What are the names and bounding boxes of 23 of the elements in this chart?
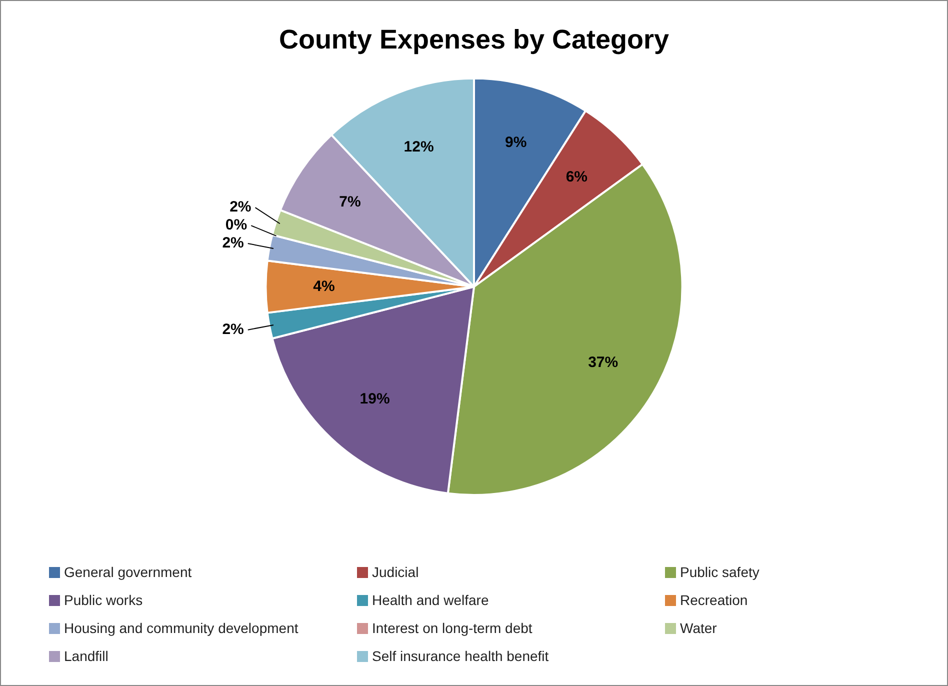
data-label: 9% [505,134,527,151]
data-label: 37% [588,354,618,372]
legend-label: Public safety [679,564,760,580]
data-label: 7% [339,194,361,211]
data-label: 2% [222,234,244,252]
data-label: 6% [566,168,588,186]
legend-label: Interest on long-term debt [371,620,534,636]
data-label: 19% [360,390,390,408]
legend-label: Recreation [679,592,749,608]
legend-label: Public works [63,592,144,608]
legend-label: Water [679,620,718,636]
legend-label: Judicial [371,564,420,580]
chart-title: County Expenses by Category [278,24,670,55]
legend-label: Landfill [63,648,110,664]
data-label: 2% [230,198,252,216]
legend-label: Housing and community development [63,620,300,636]
data-label: 2% [222,320,244,338]
data-label: 4% [313,278,335,295]
data-label: 12% [404,138,434,156]
legend-label: General government [63,564,193,580]
legend-label: Health and welfare [371,592,490,608]
text: 0% [225,216,248,234]
legend-label: Self insurance health benefit [371,648,550,664]
